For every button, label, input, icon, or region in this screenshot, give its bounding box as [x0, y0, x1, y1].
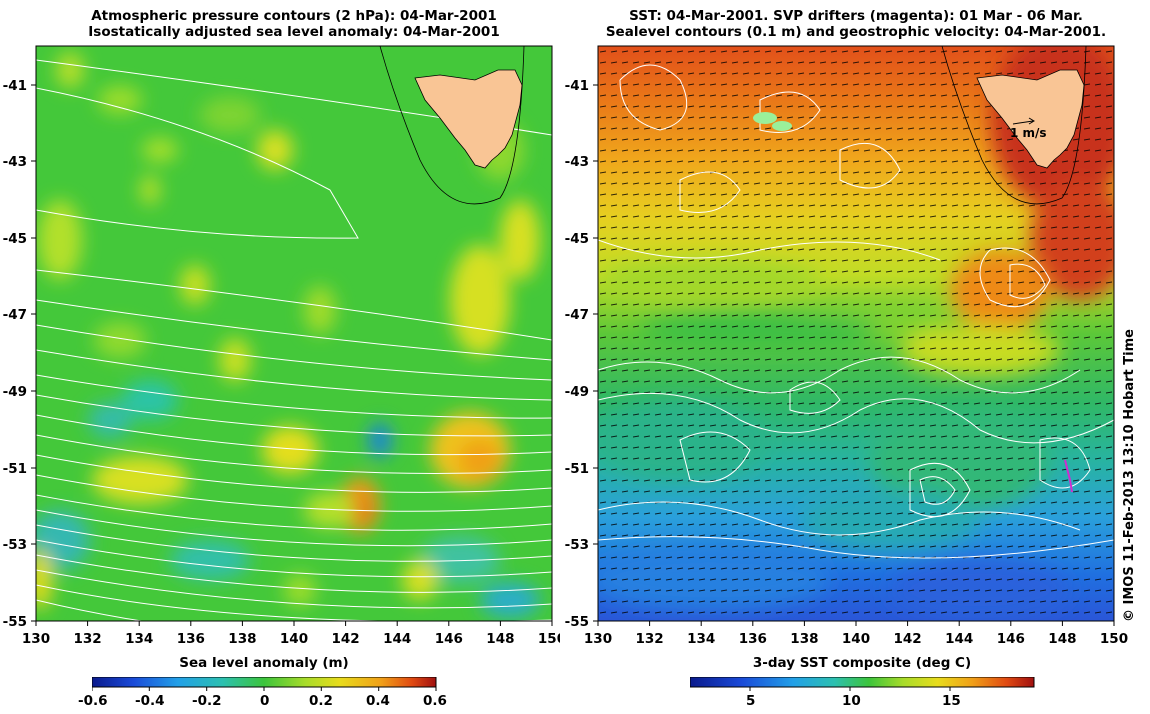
- left-lat-tick: -43: [3, 154, 27, 170]
- right-title-line2: Sealevel contours (0.1 m) and geostrophi…: [605, 24, 1107, 40]
- left-title: Atmospheric pressure contours (2 hPa): 0…: [36, 8, 552, 40]
- right-cb-tick: 5: [746, 693, 756, 709]
- left-colorbar-title: Sea level anomaly (m): [179, 655, 349, 671]
- bathymetry-contour: [379, 46, 525, 205]
- anomaly-blobs: [36, 52, 540, 618]
- right-lat-tick: -41: [565, 78, 589, 94]
- left-colorbar: [91, 676, 442, 714]
- right-lon-tick: 144: [945, 631, 973, 647]
- left-cb-tick: -0.6: [78, 693, 108, 709]
- left-map-svg: 130 132 134 136 138 140 142 144 146 148 …: [3, 45, 560, 647]
- right-map-panel: 1 m/s 130 132 134 136 138 140 142 144 14…: [560, 40, 1135, 650]
- left-cb-tick: 0.2: [309, 693, 333, 709]
- right-lon-tick: 136: [739, 631, 767, 647]
- left-map-panel: 130 132 134 136 138 140 142 144 146 148 …: [0, 40, 560, 650]
- bathymetry-contour: [941, 46, 1087, 205]
- left-title-line2: Isostatically adjusted sea level anomaly…: [88, 24, 500, 40]
- left-lon-tick: 142: [332, 631, 360, 647]
- left-lon-tick: 138: [228, 631, 256, 647]
- left-lon-tick: 146: [435, 631, 463, 647]
- left-lon-tick: 134: [125, 631, 153, 647]
- left-lon-tick: 130: [22, 631, 50, 647]
- right-lon-tick: 138: [790, 631, 818, 647]
- cloud-mask: [753, 112, 792, 131]
- right-lon-tick: 148: [1048, 631, 1076, 647]
- svp-drifter-track: [1064, 459, 1073, 493]
- right-colorbar: [689, 676, 1040, 697]
- right-lon-tick: 134: [687, 631, 715, 647]
- right-lat-tick: -49: [565, 384, 589, 400]
- left-lat-tick: -47: [3, 307, 27, 323]
- velocity-scale-label: 1 m/s: [1010, 126, 1047, 140]
- right-lon-tick: 140: [842, 631, 870, 647]
- right-lon-tick: 142: [894, 631, 922, 647]
- right-lat-tick: -43: [565, 154, 589, 170]
- left-lat-tick: -53: [3, 537, 27, 553]
- right-colorbar-svg: [689, 676, 1035, 691]
- left-lat-tick: -51: [3, 461, 27, 477]
- right-cb-tick: 10: [842, 693, 861, 709]
- right-lon-tick: 132: [636, 631, 664, 647]
- right-lat-tick: -51: [565, 461, 589, 477]
- left-cb-tick: 0.6: [423, 693, 447, 709]
- left-lat-tick: -49: [3, 384, 27, 400]
- left-lon-tick: 140: [280, 631, 308, 647]
- left-lat-tick: -41: [3, 78, 27, 94]
- left-colorbar-ticks: -0.6 -0.4 -0.2 0 0.2 0.4 0.6: [78, 693, 447, 709]
- left-cb-tick: 0: [260, 693, 270, 709]
- left-lon-tick: 132: [74, 631, 102, 647]
- left-lon-tick: 144: [383, 631, 411, 647]
- right-lon-tick: 150: [1100, 631, 1128, 647]
- right-lat-tick: -45: [565, 231, 589, 247]
- right-title: SST: 04-Mar-2001. SVP drifters (magenta)…: [598, 8, 1114, 40]
- left-lon-tick: 136: [177, 631, 205, 647]
- right-map-svg: 1 m/s 130 132 134 136 138 140 142 144 14…: [565, 45, 1128, 647]
- left-cb-tick: -0.2: [192, 693, 222, 709]
- right-lon-tick: 130: [584, 631, 612, 647]
- left-cb-tick: -0.4: [135, 693, 165, 709]
- sealevel-contours: [598, 64, 1114, 559]
- right-lat-tick: -53: [565, 537, 589, 553]
- velocity-scale: 1 m/s: [1010, 117, 1047, 140]
- left-title-line1: Atmospheric pressure contours (2 hPa): 0…: [91, 8, 497, 24]
- left-lat-tick: -55: [3, 614, 27, 630]
- right-cb-tick: 15: [942, 693, 961, 709]
- left-lat-tick: -45: [3, 231, 27, 247]
- left-lon-tick: 148: [486, 631, 514, 647]
- pressure-contours: [36, 59, 552, 621]
- left-lon-tick: 150: [538, 631, 560, 647]
- left-cb-tick: 0.4: [366, 693, 390, 709]
- right-title-line1: SST: 04-Mar-2001. SVP drifters (magenta)…: [629, 8, 1083, 24]
- right-lat-tick: -55: [565, 614, 589, 630]
- tasmania-land: [414, 69, 523, 169]
- left-colorbar-svg: [91, 676, 437, 691]
- right-lon-tick: 146: [997, 631, 1025, 647]
- credit-text: © IMOS 11-Feb-2013 13:10 Hobart Time: [1122, 329, 1137, 622]
- right-lat-tick: -47: [565, 307, 589, 323]
- right-colorbar-title: 3-day SST composite (deg C): [752, 655, 972, 671]
- right-colorbar-ticks: 5 10 15: [690, 693, 1034, 709]
